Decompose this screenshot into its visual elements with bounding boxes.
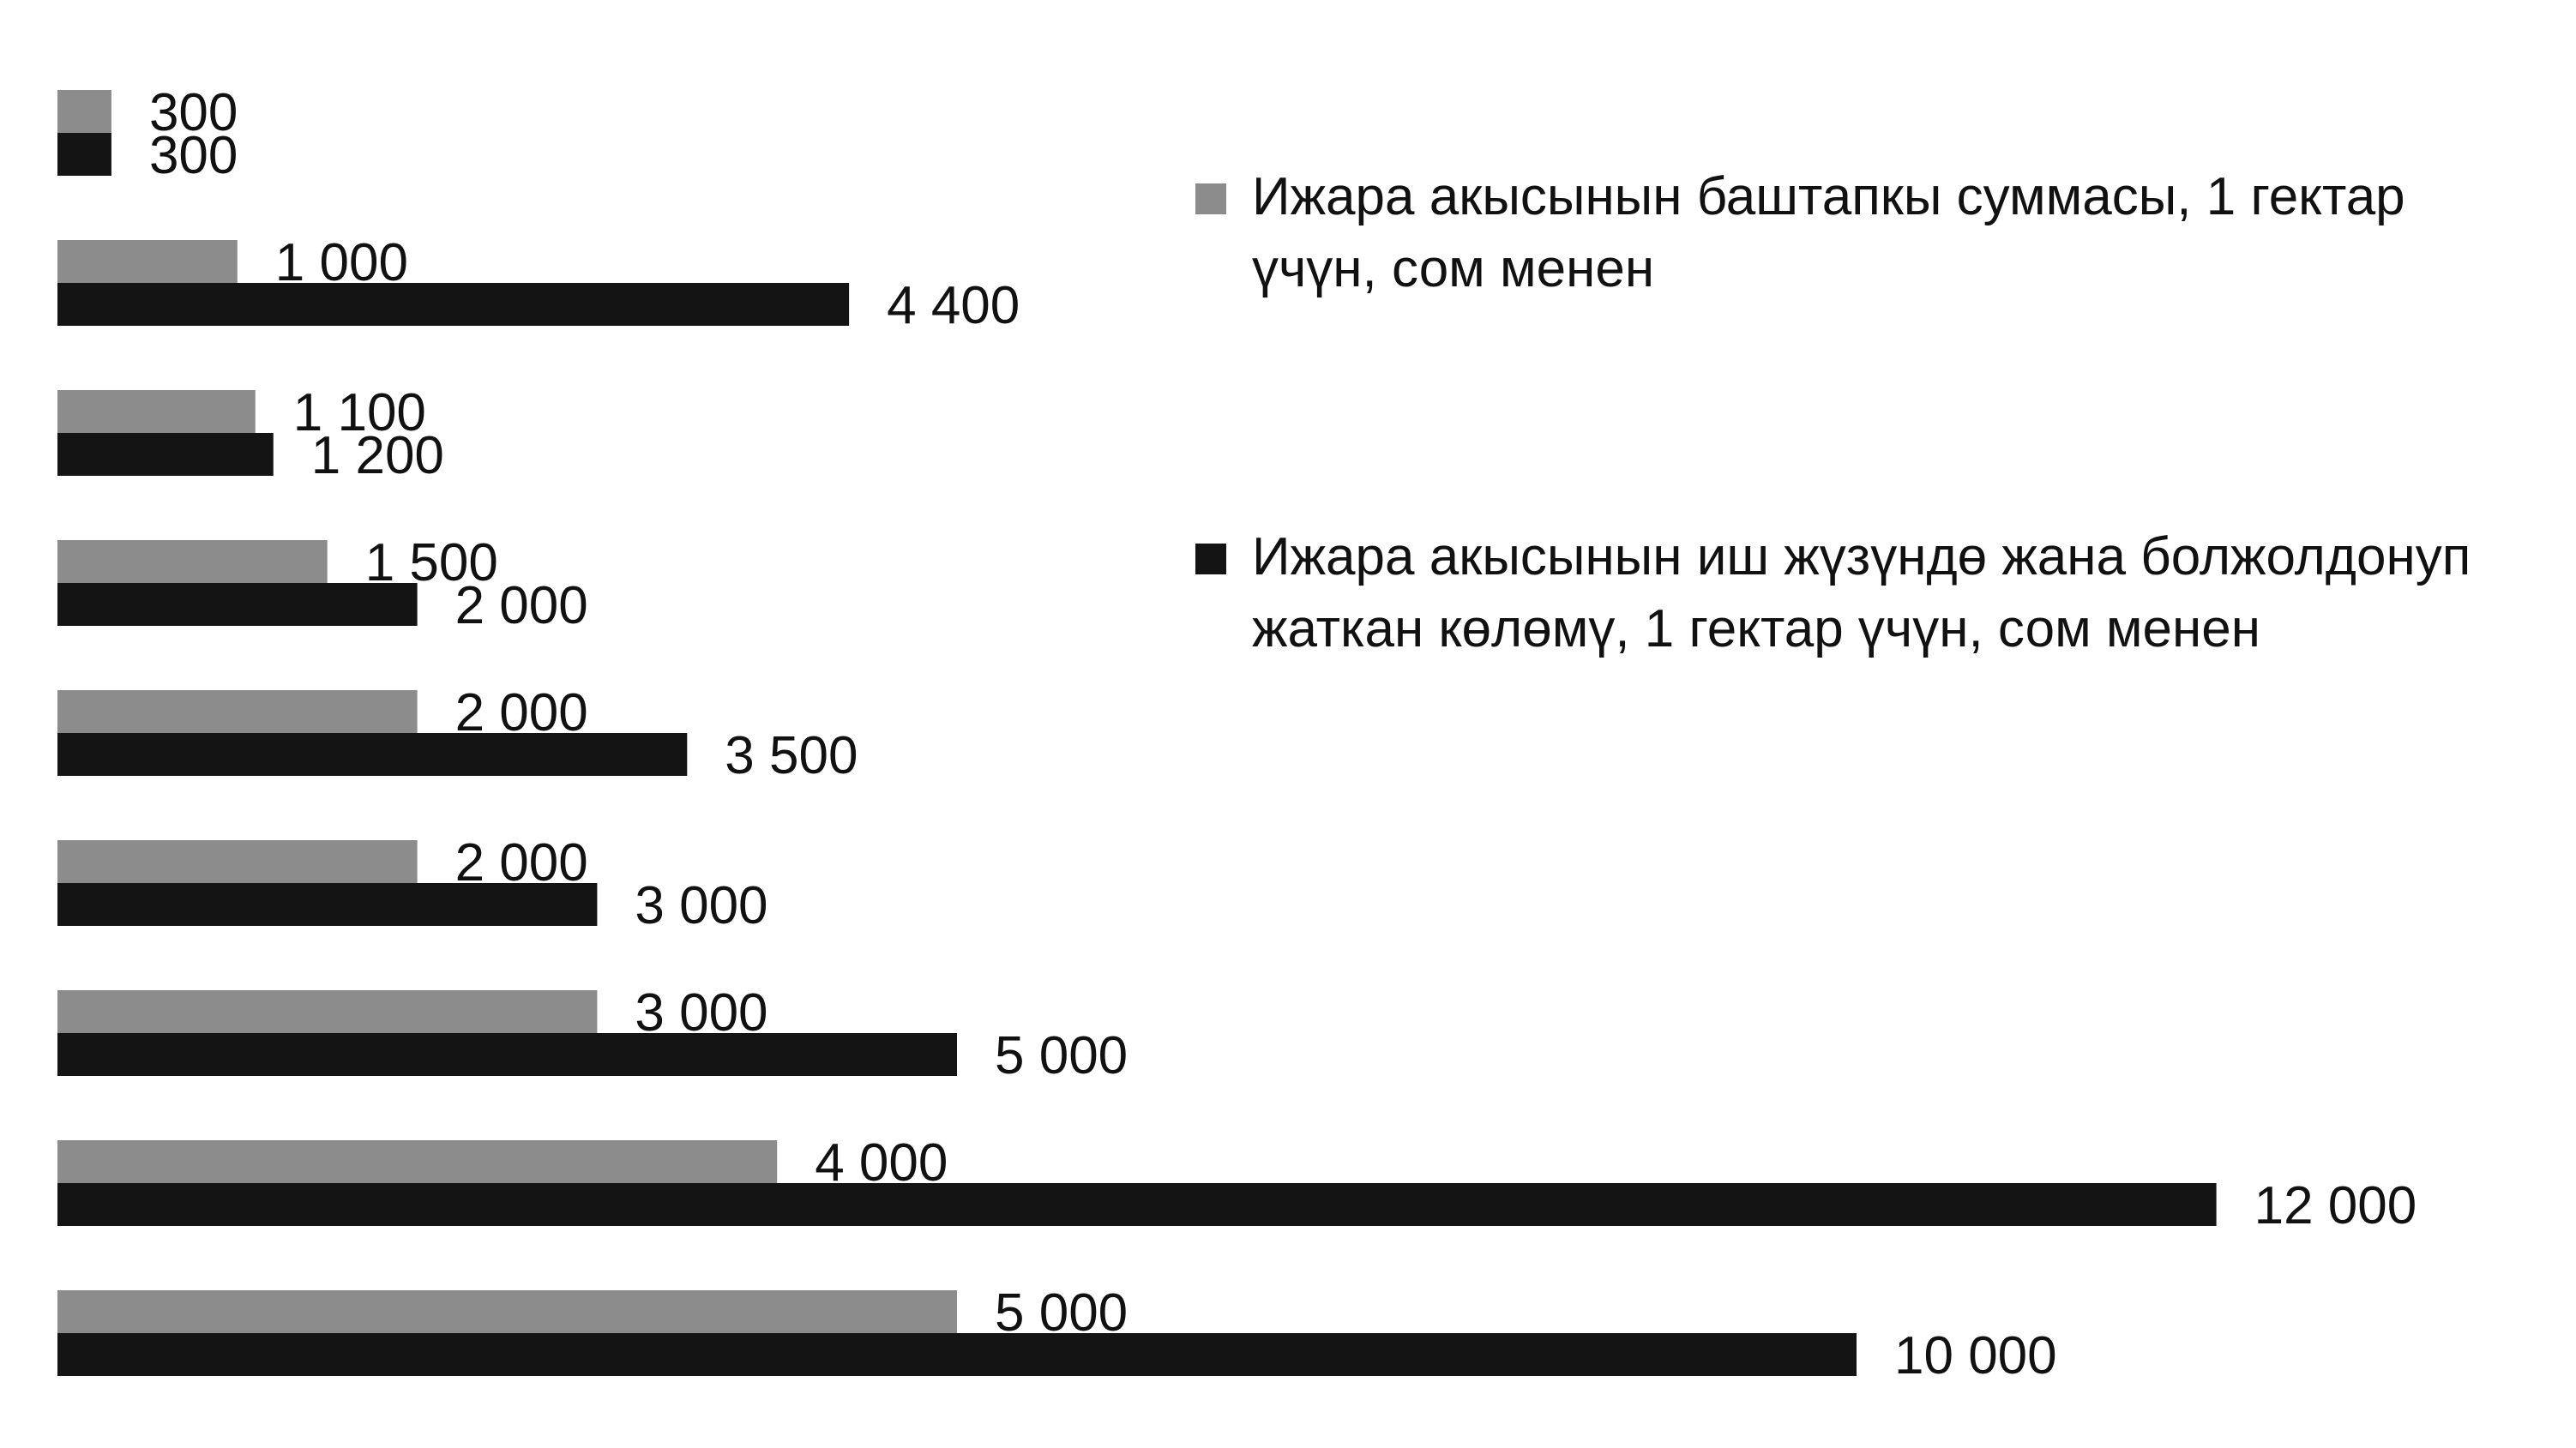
- legend-item-initial: Ижара акысынын баштапкы суммасы, 1 гекта…: [1195, 161, 2576, 307]
- bar-initial-4: [57, 540, 328, 583]
- data-label-actual-4: 2 000: [455, 576, 588, 635]
- bar-actual-1: [57, 133, 111, 176]
- data-label-actual-8: 12 000: [2254, 1176, 2417, 1235]
- legend-swatch-actual: [1195, 544, 1226, 574]
- data-label-actual-2: 4 400: [887, 276, 1020, 335]
- legend-swatch-initial: [1195, 183, 1226, 214]
- bar-initial-2: [57, 240, 238, 283]
- data-label-initial-2: 1 000: [275, 233, 408, 292]
- bar-initial-3: [57, 390, 256, 433]
- data-label-actual-7: 5 000: [995, 1026, 1128, 1085]
- data-label-initial-6: 2 000: [455, 833, 588, 892]
- data-label-actual-9: 10 000: [1894, 1326, 2057, 1385]
- legend-item-actual: Ижара акысынын иш жүзүндө жана болжолдон…: [1195, 521, 2576, 667]
- legend-label-initial-line1: Ижара акысынын баштапкы суммасы, 1 гекта…: [1252, 167, 2405, 226]
- legend-label-initial-line2: үчүн, сом менен: [1252, 239, 1655, 298]
- bar-actual-5: [57, 733, 688, 776]
- legend-label-actual-line2: жаткан көлөмү, 1 гектар үчүн, сом менен: [1252, 599, 2261, 658]
- data-label-actual-3: 1 200: [311, 426, 444, 485]
- bar-actual-4: [57, 583, 418, 626]
- data-label-initial-5: 2 000: [455, 683, 588, 742]
- bar-initial-9: [57, 1290, 957, 1333]
- legend-label-actual-line1: Ижара акысынын иш жүзүндө жана болжолдон…: [1252, 527, 2471, 586]
- data-label-initial-7: 3 000: [635, 983, 767, 1042]
- bar-actual-7: [57, 1033, 957, 1076]
- bar-initial-1: [57, 90, 111, 133]
- data-label-initial-9: 5 000: [995, 1283, 1128, 1343]
- bar-initial-7: [57, 990, 598, 1033]
- data-label-initial-4: 1 500: [365, 533, 498, 592]
- bar-initial-5: [57, 690, 418, 733]
- bar-actual-9: [57, 1333, 1857, 1376]
- data-label-actual-5: 3 500: [725, 726, 858, 785]
- bar-actual-8: [57, 1183, 2217, 1226]
- bar-initial-8: [57, 1140, 778, 1183]
- chart-legend: Ижара акысынын баштапкы суммасы, 1 гекта…: [1195, 161, 2567, 676]
- legend-label-initial: Ижара акысынын баштапкы суммасы, 1 гекта…: [1252, 161, 2576, 305]
- bar-actual-3: [57, 433, 274, 476]
- legend-label-actual: Ижара акысынын иш жүзүндө жана болжолдон…: [1252, 521, 2576, 665]
- bar-actual-2: [57, 283, 850, 326]
- data-label-initial-8: 4 000: [815, 1133, 948, 1193]
- data-label-initial-1: 300: [149, 83, 238, 142]
- bar-initial-6: [57, 840, 418, 883]
- data-label-initial-3: 1 100: [293, 383, 426, 442]
- data-label-actual-1: 300: [149, 126, 238, 185]
- data-label-actual-6: 3 000: [635, 876, 767, 935]
- bar-actual-6: [57, 883, 598, 926]
